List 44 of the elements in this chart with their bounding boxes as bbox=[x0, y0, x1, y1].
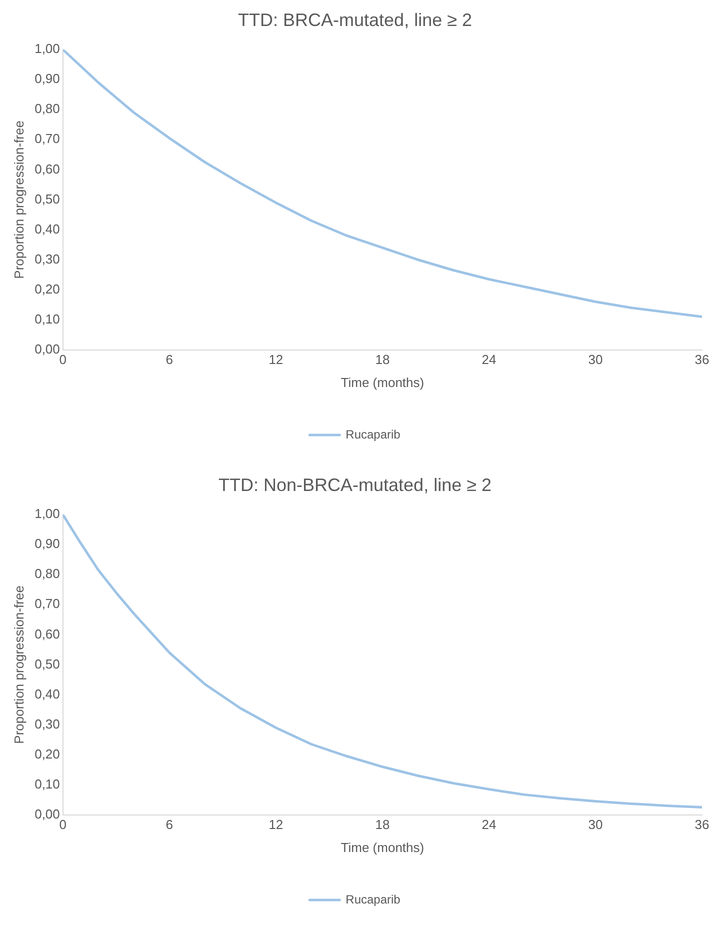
chart-title: TTD: BRCA-mutated, line ≥ 2 bbox=[238, 10, 472, 30]
x-tick-label: 6 bbox=[166, 352, 174, 368]
y-tick-label: 0,30 bbox=[34, 716, 60, 732]
x-tick-label: 12 bbox=[268, 352, 284, 368]
y-tick-label: 0,40 bbox=[34, 686, 60, 702]
y-tick-label: 1,00 bbox=[34, 506, 60, 522]
y-tick-label: 0,00 bbox=[34, 806, 60, 822]
y-tick-label: 0,00 bbox=[34, 341, 60, 356]
x-tick-label: 0 bbox=[59, 352, 67, 368]
x-tick-label: 36 bbox=[694, 817, 710, 832]
x-tick-label: 12 bbox=[268, 817, 284, 832]
y-tick-label: 0,20 bbox=[34, 281, 60, 296]
x-tick-label: 18 bbox=[375, 352, 390, 368]
legend-label: Rucaparib bbox=[346, 892, 401, 906]
x-tick-label: 24 bbox=[482, 352, 496, 368]
y-tick-label: 0,10 bbox=[34, 776, 60, 792]
y-tick-label: 0,80 bbox=[34, 566, 60, 582]
y-tick-label: 0,70 bbox=[34, 131, 60, 146]
y-tick-label: 0,40 bbox=[34, 221, 60, 236]
x-tick-label: 30 bbox=[588, 352, 603, 368]
y-tick-label: 1,00 bbox=[34, 41, 60, 56]
y-tick-label: 0,10 bbox=[34, 311, 60, 326]
legend-label: Rucaparib bbox=[346, 427, 401, 442]
x-tick-label: 24 bbox=[482, 817, 496, 832]
x-axis-title: Time (months) bbox=[340, 840, 424, 855]
y-tick-label: 0,30 bbox=[34, 251, 60, 266]
y-tick-label: 0,70 bbox=[34, 596, 60, 612]
x-tick-label: 0 bbox=[59, 817, 67, 832]
y-tick-label: 0,50 bbox=[34, 656, 60, 672]
y-tick-label: 0,90 bbox=[34, 71, 60, 86]
x-tick-label: 36 bbox=[694, 352, 710, 368]
y-tick-label: 0,90 bbox=[34, 536, 60, 552]
x-tick-label: 30 bbox=[588, 817, 603, 832]
y-tick-label: 0,20 bbox=[34, 746, 60, 762]
x-tick-label: 6 bbox=[166, 817, 174, 832]
y-tick-label: 0,50 bbox=[34, 191, 60, 206]
chart-title: TTD: Non-BRCA-mutated, line ≥ 2 bbox=[218, 474, 492, 495]
y-tick-label: 0,60 bbox=[34, 626, 60, 642]
y-tick-label: 0,60 bbox=[34, 161, 60, 176]
y-axis-title: Proportion progression-free bbox=[11, 586, 26, 744]
y-tick-label: 0,80 bbox=[34, 101, 60, 116]
y-axis-title: Proportion progression-free bbox=[11, 120, 26, 279]
x-axis-title: Time (months) bbox=[340, 374, 424, 390]
x-tick-label: 18 bbox=[375, 817, 390, 832]
